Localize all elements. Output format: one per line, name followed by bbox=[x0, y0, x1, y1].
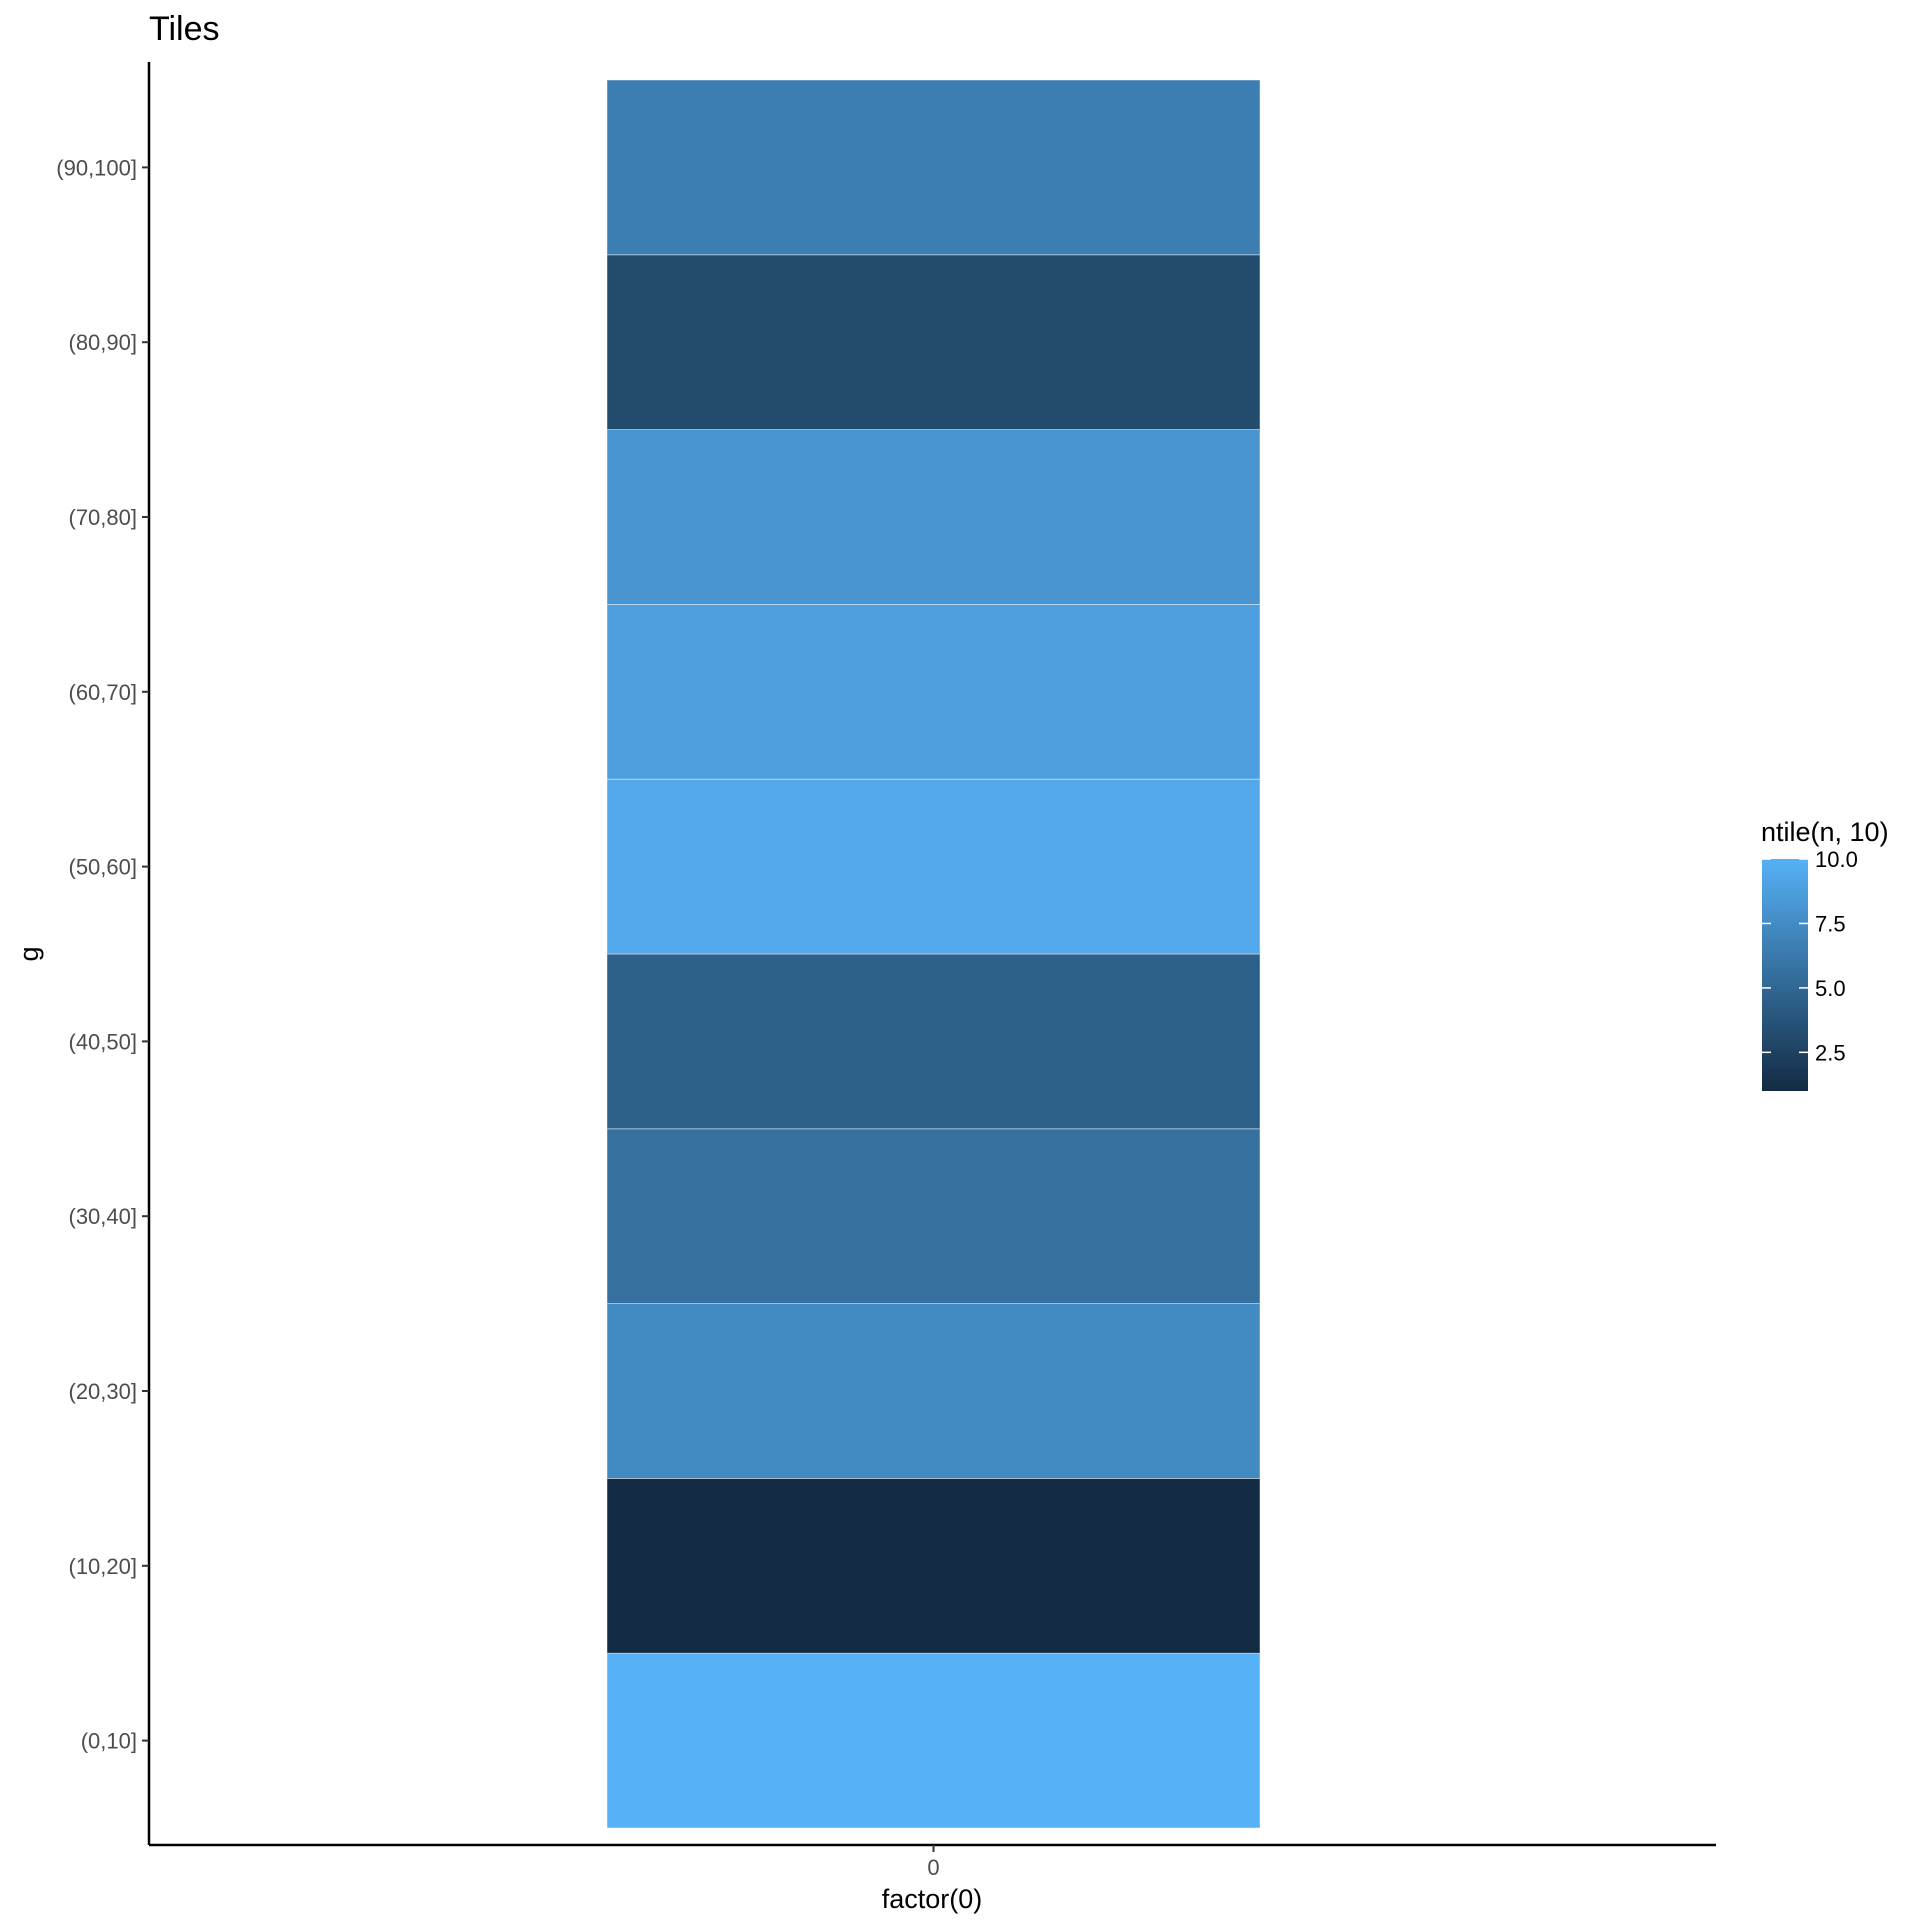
y-tick-label: (20,30] bbox=[69, 1379, 138, 1404]
heatmap-tile bbox=[606, 254, 1261, 431]
heatmap-tile bbox=[606, 1128, 1261, 1305]
legend-tick-label: 10.0 bbox=[1815, 847, 1858, 872]
y-tick-label: (60,70] bbox=[69, 680, 138, 705]
legend-tick-label: 5.0 bbox=[1815, 976, 1846, 1001]
y-tick-label: (40,50] bbox=[69, 1029, 138, 1054]
legend-tick-label: 2.5 bbox=[1815, 1040, 1846, 1065]
x-axis-title: factor(0) bbox=[882, 1884, 983, 1914]
heatmap-tile bbox=[606, 429, 1261, 605]
y-tick-label: (80,90] bbox=[69, 330, 138, 355]
y-tick-label: (30,40] bbox=[69, 1204, 138, 1229]
legend-ticks: 2.5 5.0 7.5 10.0 bbox=[1762, 847, 1858, 1065]
legend-colorbar bbox=[1762, 859, 1808, 1091]
heatmap-tile bbox=[606, 1303, 1261, 1479]
y-axis-title: g bbox=[14, 946, 44, 961]
heatmap-tile bbox=[606, 1478, 1261, 1654]
legend-title: ntile(n, 10) bbox=[1761, 817, 1889, 847]
y-tick-label: (90,100] bbox=[56, 155, 137, 180]
heatmap-tile bbox=[606, 778, 1261, 955]
y-tick-label: (10,20] bbox=[69, 1554, 138, 1579]
heatmap-tiles bbox=[606, 79, 1261, 1829]
legend-tick-label: 7.5 bbox=[1815, 911, 1846, 936]
y-tick-label: (50,60] bbox=[69, 855, 138, 880]
heatmap-tile bbox=[606, 953, 1261, 1130]
x-axis-ticks: 0 bbox=[927, 1845, 940, 1880]
heatmap-tile bbox=[606, 1652, 1261, 1829]
x-tick-label: 0 bbox=[927, 1855, 939, 1880]
heatmap-tile bbox=[606, 79, 1261, 256]
heatmap-tile bbox=[606, 604, 1261, 780]
y-axis-ticks: (0,10] (10,20] (20,30] (30,40] (40,50] (50,60… bbox=[56, 155, 149, 1754]
chart-title: Tiles bbox=[149, 10, 220, 48]
color-legend: ntile(n, 10) 2.5 5.0 7.5 10.0 bbox=[1761, 817, 1889, 1091]
y-tick-label: (70,80] bbox=[69, 505, 138, 530]
y-tick-label: (0,10] bbox=[81, 1729, 137, 1754]
